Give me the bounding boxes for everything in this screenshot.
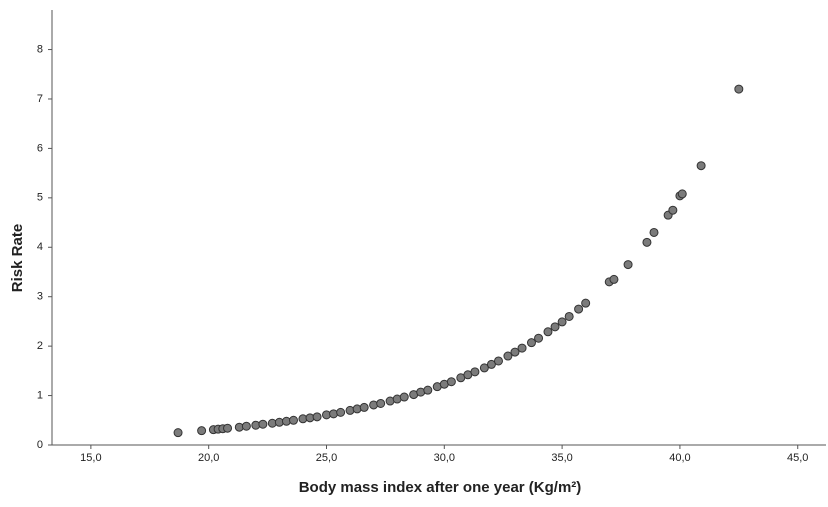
point [649,227,659,237]
x-axis-title: Body mass index after one year (Kg/m²) [299,479,582,496]
point [557,317,567,327]
y-tick-label: 7 [37,93,43,105]
x-tick-label: 35,0 [551,452,572,464]
point [258,419,268,429]
point [564,311,574,321]
point [241,421,251,431]
point [289,415,299,425]
point [677,189,687,199]
point [623,260,633,270]
x-tick-label: 30,0 [434,452,455,464]
point [526,338,536,348]
point [543,327,553,337]
point [197,426,207,436]
point [503,351,513,361]
point [493,356,503,366]
point [668,205,678,215]
point [696,161,706,171]
point [446,377,456,387]
y-tick-label: 8 [37,43,43,55]
x-tick-label: 25,0 [316,452,337,464]
point [642,237,652,247]
point [359,402,369,412]
y-tick-label: 5 [37,192,43,204]
point [486,359,496,369]
y-tick-label: 0 [37,439,43,451]
y-tick-label: 6 [37,142,43,154]
point [376,398,386,408]
point [734,84,744,94]
point [312,412,322,422]
point [336,407,346,417]
y-tick-label: 2 [37,340,43,352]
y-axis-title: Risk Rate [9,224,26,292]
point [510,347,520,357]
y-tick-label: 3 [37,291,43,303]
y-tick-label: 1 [37,389,43,401]
point [223,423,233,433]
x-tick-label: 45,0 [787,452,808,464]
point [423,385,433,395]
y-tick-label: 4 [37,241,43,253]
point [517,343,527,353]
point [609,274,619,284]
point [173,428,183,438]
point [574,304,584,314]
point [399,392,409,402]
x-tick-label: 40,0 [669,452,690,464]
point [470,367,480,377]
x-tick-label: 20,0 [198,452,219,464]
point [550,322,560,332]
x-tick-label: 15,0 [80,452,101,464]
point [479,363,489,373]
point [581,298,591,308]
point [534,333,544,343]
